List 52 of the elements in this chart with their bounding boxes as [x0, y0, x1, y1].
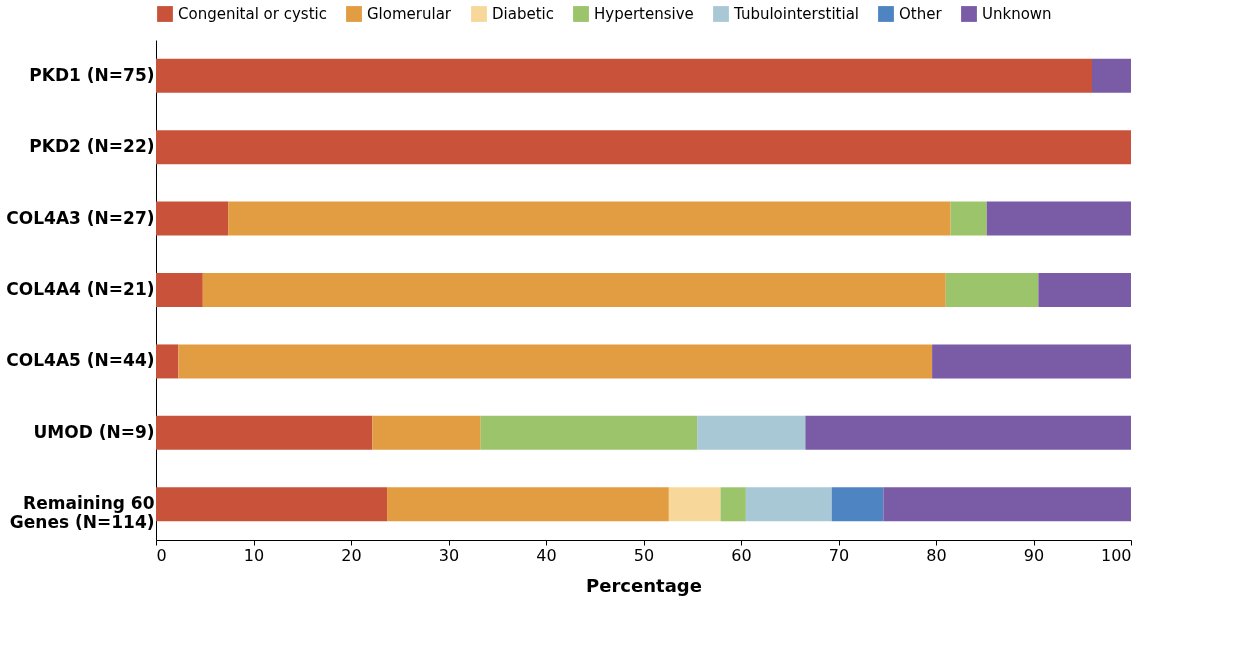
bar	[1092, 58, 1131, 93]
bar	[156, 201, 229, 236]
x-tick-label: 80	[926, 545, 947, 565]
x-tick-label: 30	[438, 545, 460, 565]
x-axis-title: Percentage	[586, 574, 702, 596]
y-tick-label: Remaining 60 Genes (N=114)	[9, 493, 155, 533]
bar	[883, 487, 1131, 522]
bar	[372, 415, 481, 450]
bar	[986, 201, 1131, 236]
y-tick-label: COL4A3 (N=27)	[6, 207, 155, 228]
bar	[228, 201, 951, 236]
bar	[202, 273, 946, 307]
legend-label: Unknown	[982, 5, 1052, 23]
bar	[668, 487, 721, 522]
bar	[156, 344, 179, 379]
y-tick-label: PKD1 (N=75)	[29, 64, 155, 85]
bar	[387, 487, 669, 522]
bar	[932, 344, 1131, 379]
bar	[720, 487, 746, 522]
legend-label: Glomerular	[367, 5, 452, 23]
bar	[178, 344, 933, 379]
x-tick-label: 50	[633, 545, 655, 565]
y-tick-label: COL4A5 (N=44)	[6, 350, 155, 371]
x-tick-label: 60	[731, 545, 752, 565]
bar	[805, 415, 1131, 450]
x-tick-label: 100	[1100, 545, 1132, 565]
x-tick-label: 20	[341, 545, 362, 565]
bar	[697, 415, 806, 450]
legend-label: Hypertensive	[594, 5, 694, 23]
legend-label: Diabetic	[492, 5, 554, 23]
legend-label: Tubulointerstitial	[733, 5, 859, 23]
bar	[745, 487, 832, 522]
bar	[1038, 273, 1131, 307]
legend-label: Congenital or cystic	[178, 5, 327, 23]
bar	[156, 273, 203, 307]
bar	[156, 415, 373, 450]
x-tick-label: 10	[243, 545, 265, 565]
bar	[156, 58, 1092, 93]
y-tick-label: COL4A4 (N=21)	[6, 279, 155, 299]
x-tick-label: 90	[1023, 545, 1045, 565]
bar	[945, 273, 1039, 307]
y-tick-label: UMOD (N=9)	[33, 421, 155, 442]
x-tick-label: 70	[828, 545, 850, 565]
y-tick-label: PKD2 (N=22)	[29, 136, 155, 157]
bar	[950, 201, 987, 236]
bar	[156, 487, 388, 522]
bar	[156, 130, 1131, 165]
bar	[480, 415, 698, 450]
bar	[831, 487, 884, 522]
legend-label: Other	[899, 5, 943, 23]
x-tick-label: 0	[156, 545, 167, 565]
x-tick-label: 40	[536, 545, 557, 565]
